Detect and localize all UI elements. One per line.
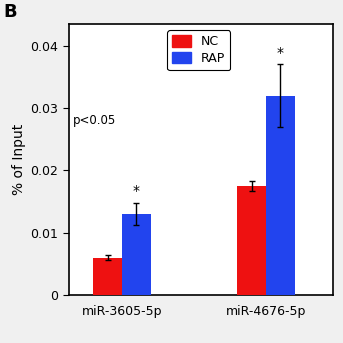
Legend: NC, RAP: NC, RAP xyxy=(167,30,230,70)
Bar xyxy=(122,214,151,295)
Bar xyxy=(93,258,122,295)
Bar xyxy=(237,186,266,295)
Bar xyxy=(266,96,295,295)
Y-axis label: % of Input: % of Input xyxy=(12,124,26,195)
Text: *: * xyxy=(133,184,140,198)
Text: *: * xyxy=(277,46,284,60)
Text: p<0.05: p<0.05 xyxy=(73,114,116,127)
Text: B: B xyxy=(3,3,17,21)
